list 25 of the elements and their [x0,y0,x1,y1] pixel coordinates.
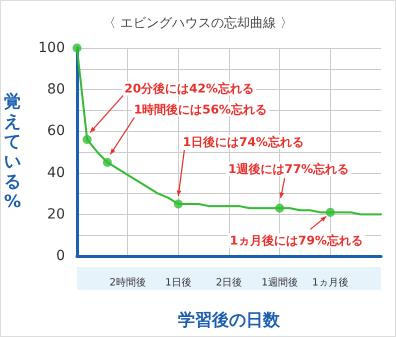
annotation: 1ヵ月後には79%忘れる [230,233,363,248]
annotation: 1週後には77%忘れる [228,162,350,176]
point [72,44,82,52]
x-tick-label: 2日後 [216,276,242,288]
y-tick-label: 0 [56,248,65,264]
point [275,204,284,213]
y-axis-title: 覚えている% [4,92,21,212]
y-tick-label: 40 [47,164,65,181]
annotation: 1日後には74%忘れる [182,135,304,149]
point [326,208,335,217]
y-tick-label: 80 [47,82,65,98]
x-axis-title: 学習後の日数 [178,310,281,330]
x-tick-label: 1ヵ月後 [312,276,349,288]
point [102,158,112,167]
point [174,200,183,208]
annotation: 20分後には42%忘れる [124,82,254,96]
y-tick-label: 20 [47,206,65,222]
x-tick-label: 1日後 [165,276,192,288]
annotation: 1時間後には56%忘れる [134,102,267,116]
x-tick-label: 1週間後 [261,276,298,288]
chart-title: 〈 エビングハウスの忘却曲線 〉 [102,15,294,31]
y-tick-label: 60 [47,123,65,140]
y-tick-label: 100 [38,40,65,56]
point [82,135,92,144]
x-tick-label: 2時間後 [109,276,146,288]
